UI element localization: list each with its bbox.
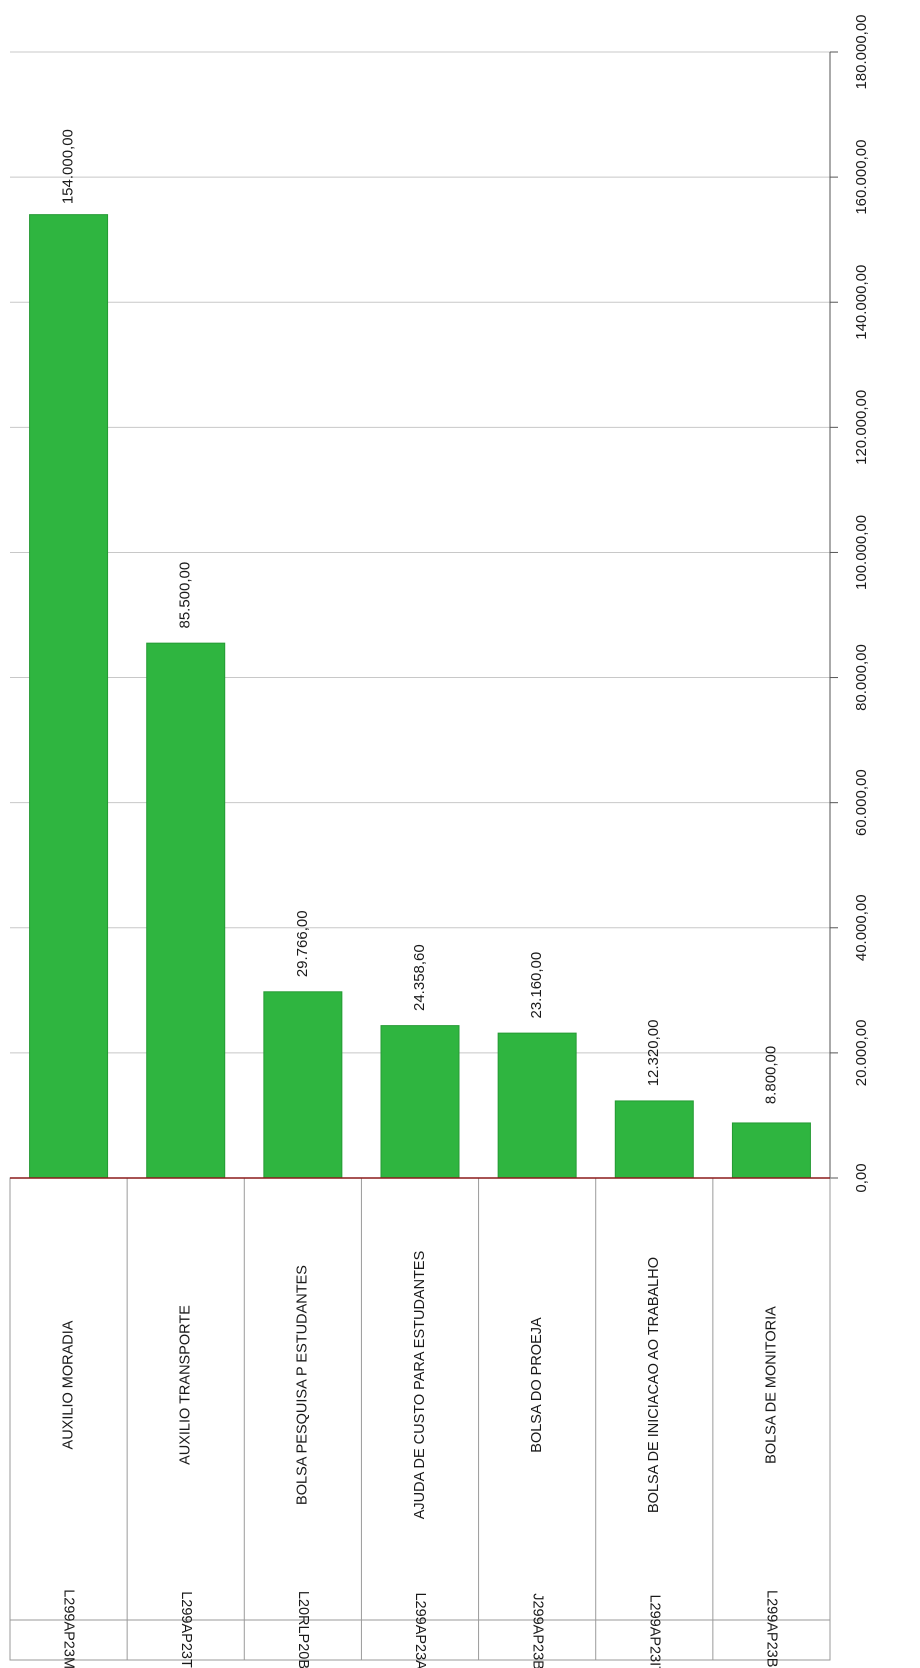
tick-label: 100.000,00: [853, 515, 870, 590]
data-labels: 154.000,00 85.500,00 29.766,00 24.358,60 23.…: [60, 129, 780, 1104]
tick-label: 40.000,00: [853, 894, 870, 961]
data-label: 12.320,00: [645, 1020, 662, 1087]
category-label: AJUDA DE CUSTO PARA ESTUDANTES: [412, 1251, 428, 1520]
data-label: 24.358,60: [411, 944, 428, 1011]
category-label: BOLSA DE INICIACAO AO TRABALHO: [646, 1257, 662, 1513]
category-code: L299AP23MON: [61, 1589, 77, 1668]
category-code: L299AP23AJN: [412, 1592, 428, 1668]
category-code: L299AP23ITN: [646, 1594, 662, 1668]
category-code: L20RLP20BPN: [295, 1591, 311, 1668]
tick-label: 180.000,00: [853, 14, 870, 89]
tick-label: 120.000,00: [853, 390, 870, 465]
data-label: 29.766,00: [294, 910, 311, 977]
tick-label: 20.000,00: [853, 1020, 870, 1087]
tick-label: 140.000,00: [853, 265, 870, 340]
bar: [614, 1100, 694, 1179]
category-label: AUXILIO TRANSPORTE: [178, 1305, 194, 1465]
value-axis: 0,00 20.000,00 40.000,00 60.000,00 80.000,00…: [829, 14, 870, 1193]
category-table: AUXILIO MORADIA L299AP23MON AUXILIO TRANSP…: [9, 1177, 831, 1668]
category-label: BOLSA PESQUISA P ESTUDANTES: [295, 1265, 311, 1505]
category-label: BOLSA DE MONITORIA: [763, 1306, 779, 1464]
bar: [263, 991, 343, 1179]
tick-label: 60.000,00: [853, 769, 870, 836]
bar: [497, 1032, 577, 1179]
tick-label: 80.000,00: [853, 644, 870, 711]
bar: [380, 1025, 460, 1179]
category-code: L299AP23BMN: [764, 1590, 780, 1668]
tick-label: 160.000,00: [853, 140, 870, 215]
data-label: 85.500,00: [177, 562, 194, 629]
bar: [731, 1122, 811, 1179]
bars: [29, 214, 811, 1179]
category-label: AUXILIO MORADIA: [60, 1320, 76, 1449]
category-code: J299AP23BPJ: [529, 1593, 545, 1668]
bar: [146, 642, 226, 1179]
category-code: L299AP23TRN: [178, 1591, 194, 1668]
data-label: 154.000,00: [60, 129, 77, 204]
tick-label: 0,00: [853, 1163, 870, 1192]
data-label: 8.800,00: [762, 1046, 779, 1104]
bar: [29, 214, 109, 1179]
gridlines: [10, 51, 830, 1054]
category-label: BOLSA DO PROEJA: [529, 1317, 545, 1453]
data-label: 23.160,00: [528, 952, 545, 1019]
